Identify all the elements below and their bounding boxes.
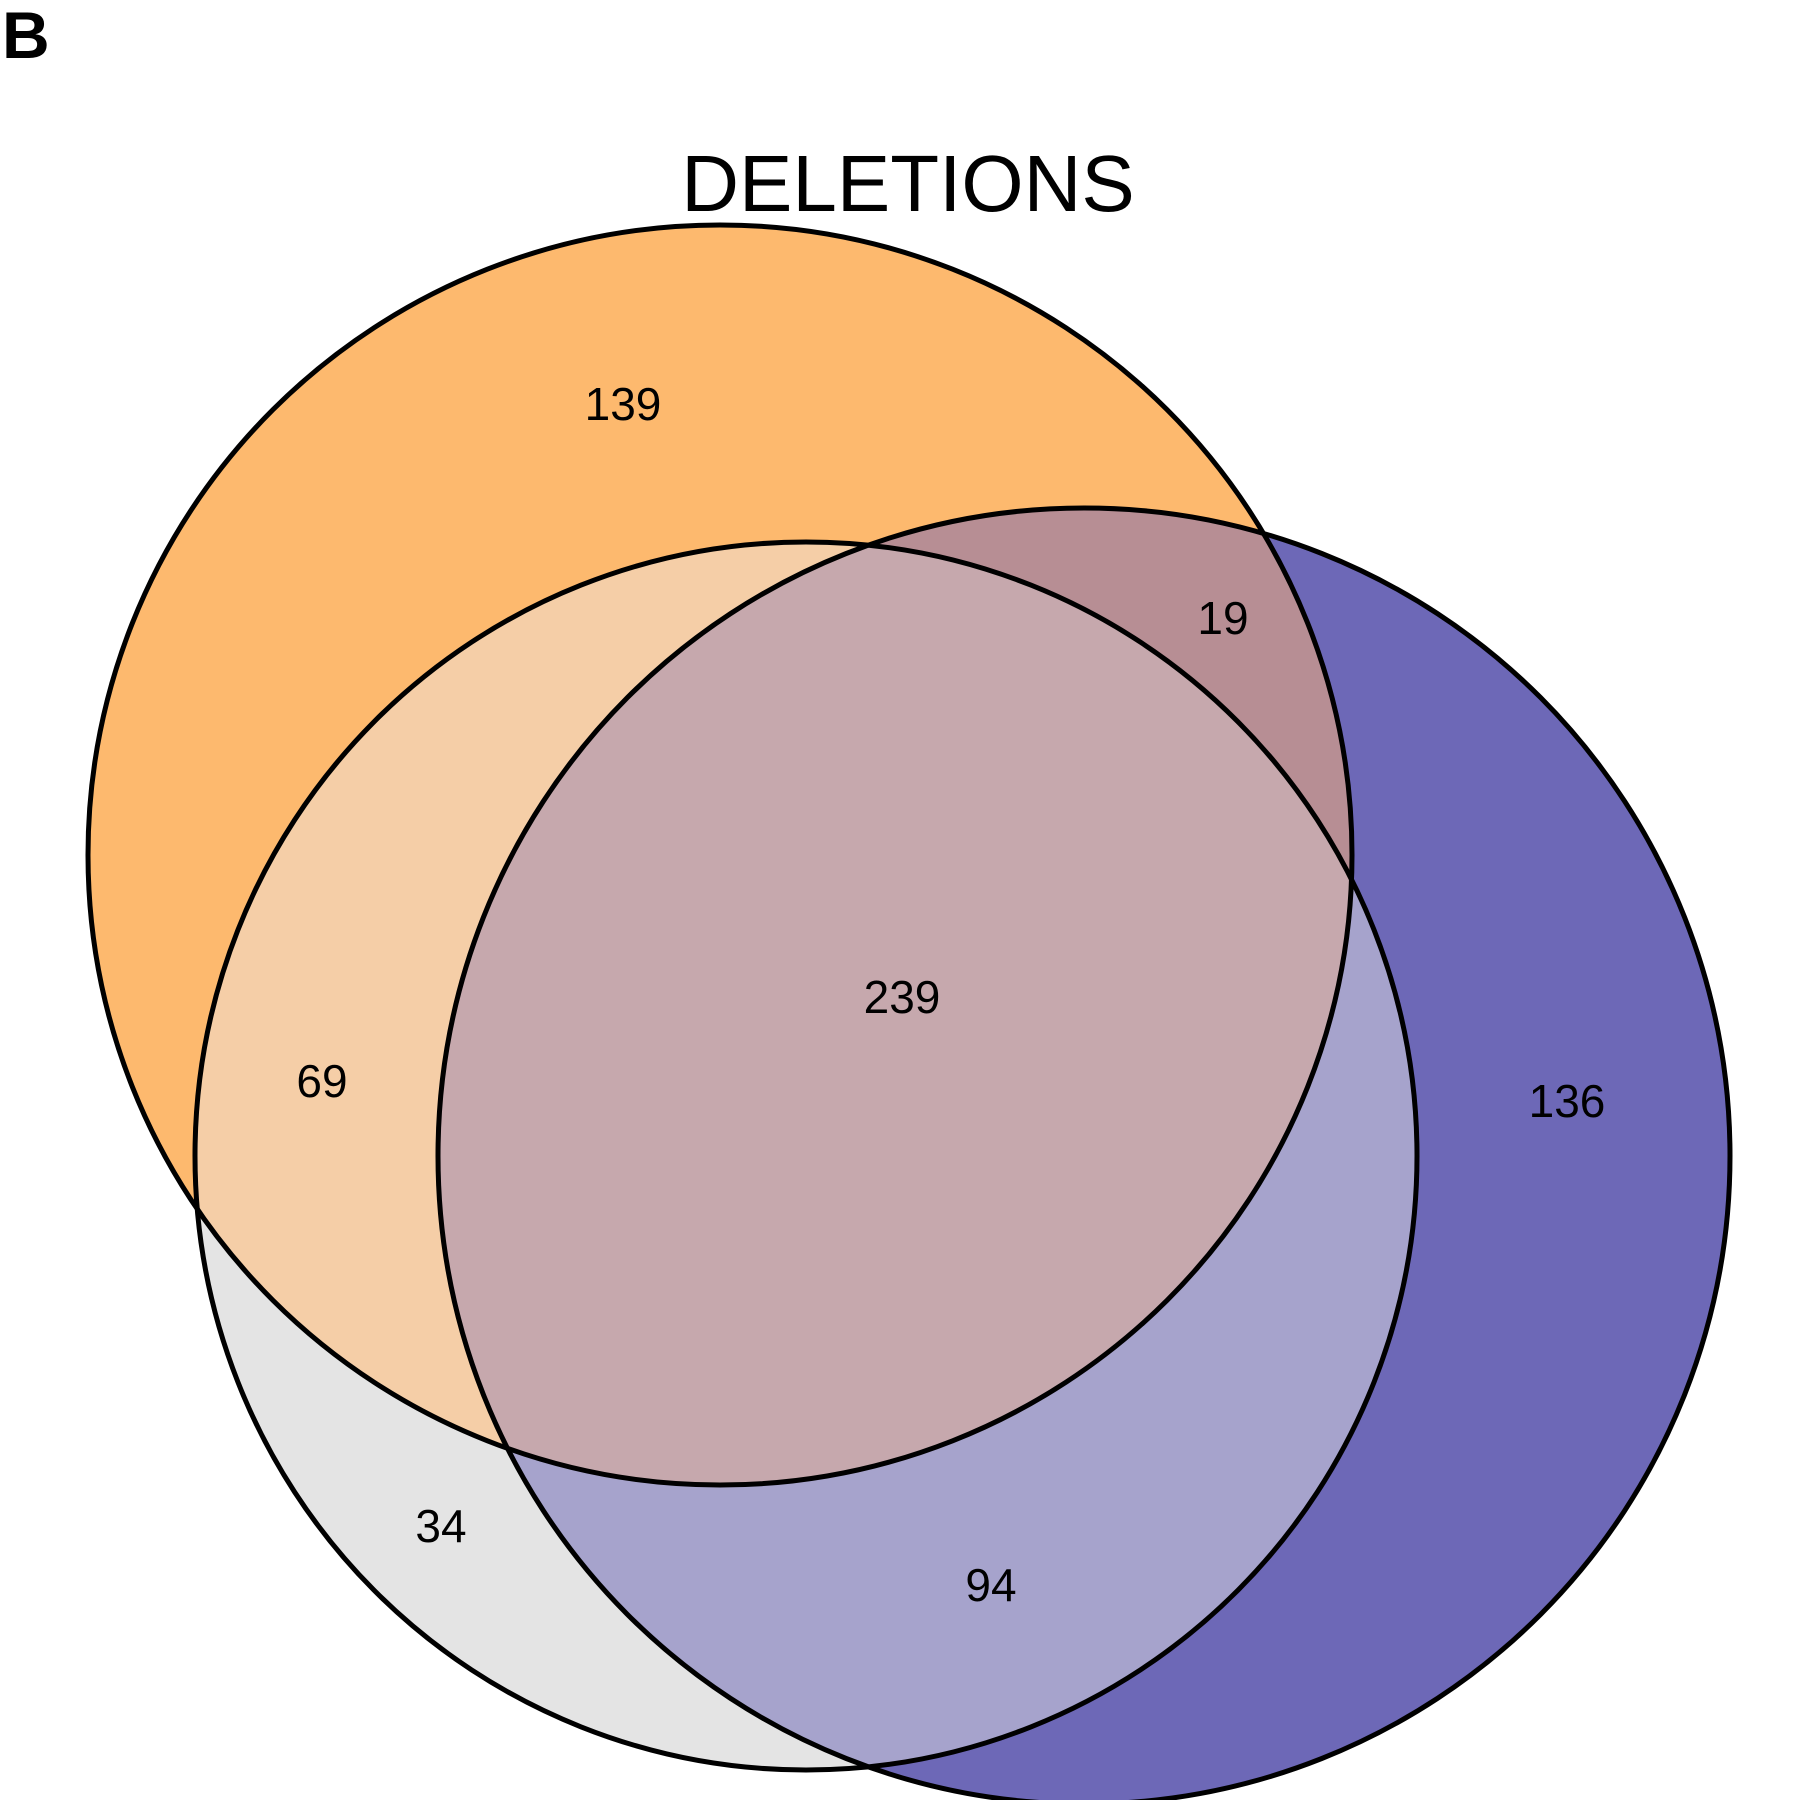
count-b-only: 34 (415, 1500, 466, 1552)
venn-title: DELETIONS (681, 139, 1134, 228)
count-c-only: 136 (1529, 1075, 1606, 1127)
set-a-outline (85, 222, 1355, 1488)
set-b-outline (192, 539, 1420, 1773)
count-a-c: 19 (1197, 592, 1248, 644)
count-a-b: 69 (296, 1055, 347, 1107)
count-a-only: 139 (585, 378, 662, 430)
count-a-b-c: 239 (864, 971, 941, 1023)
count-b-c: 94 (965, 1559, 1016, 1611)
overlap-a-b-c-fill (438, 542, 1352, 1485)
set-c-outline (435, 505, 1733, 1800)
panel-letter: B (2, 0, 50, 72)
